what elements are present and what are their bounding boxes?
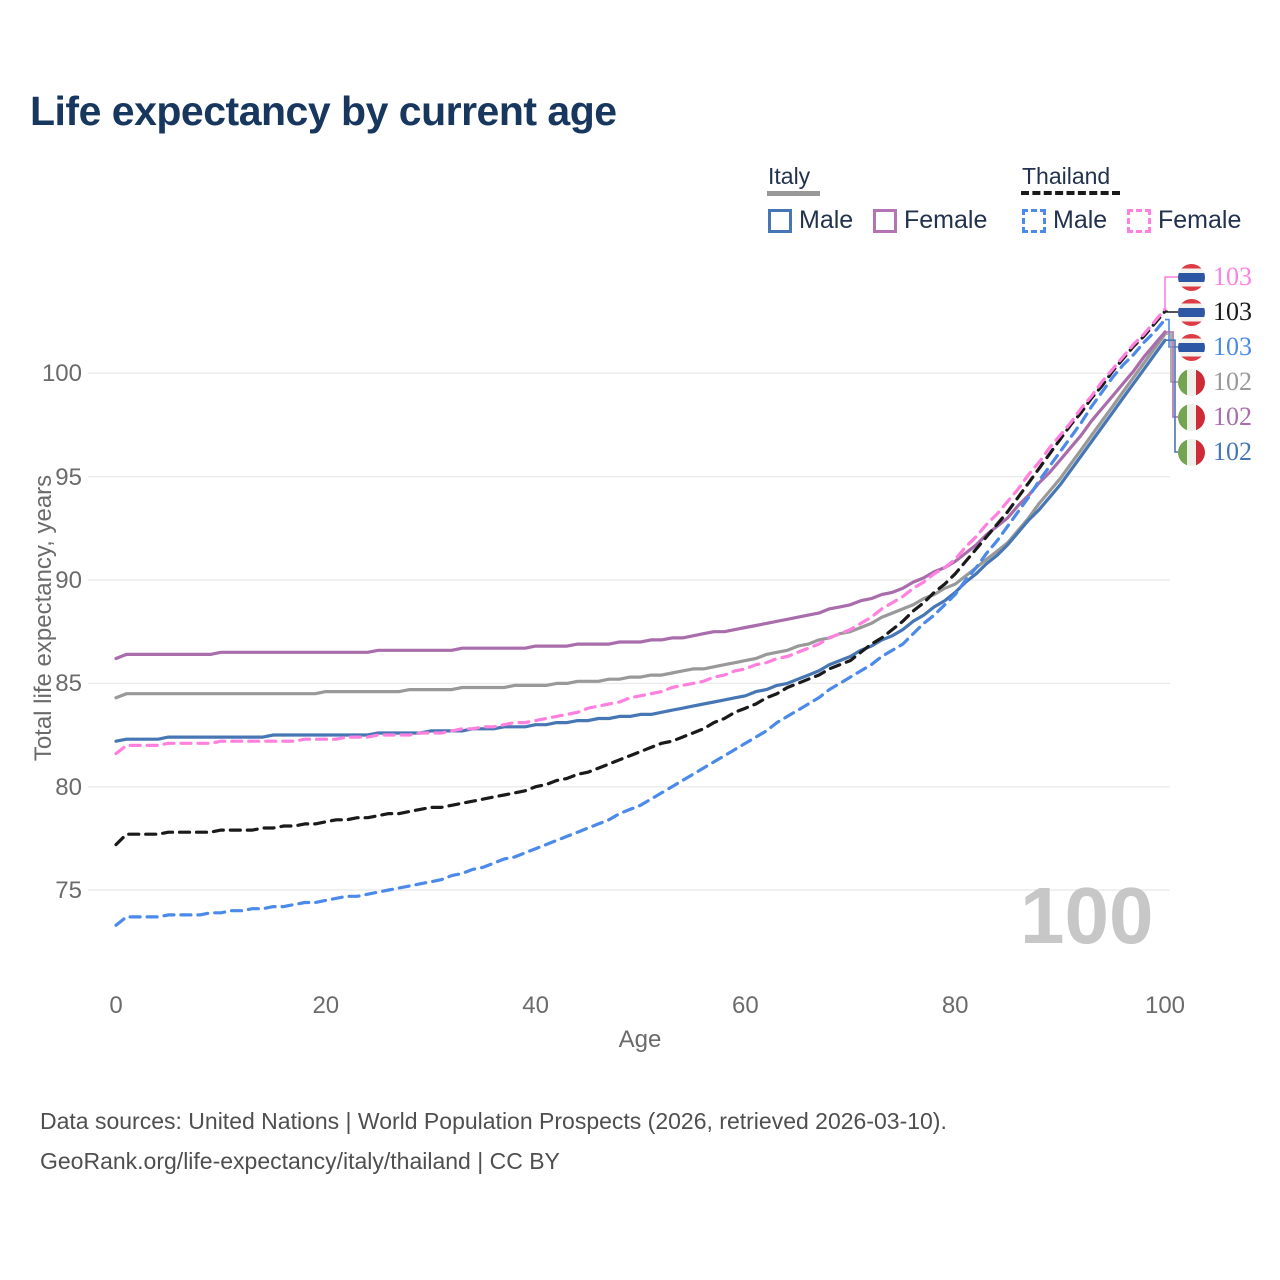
legend-item-label: Female [1158,206,1242,234]
legend-country-italy[interactable]: Italy [768,163,811,189]
x-tick-80: 80 [941,992,969,1019]
series-line-italy_male [114,338,1167,743]
series-line-italy_female [114,330,1167,661]
italy-flag-icon [1178,438,1205,466]
legend-item-thailand-female[interactable]: Female [1127,206,1241,235]
legend-country-underline-italy [767,191,820,196]
series-line-thailand_male [114,318,1167,927]
x-tick-40: 40 [522,992,549,1019]
y-tick-75: 75 [55,877,82,905]
y-tick-80: 80 [55,773,82,801]
end-value-italy_male: 102 [1213,437,1252,466]
y-axis-title: Total life expectancy, years [30,474,57,762]
x-tick-0: 0 [109,992,123,1019]
leader-line-italy_male [1165,339,1178,453]
end-value-italy_female: 102 [1213,402,1252,431]
x-axis-title: Age [618,1026,662,1053]
thailand-flag-icon [1178,333,1205,361]
x-tick-100: 100 [1144,992,1186,1019]
end-value-italy_both: 102 [1213,367,1252,396]
attribution-text: GeoRank.org/life-expectancy/italy/thaila… [40,1148,560,1174]
leader-line-italy_both [1165,333,1178,383]
page-title: Life expectancy by current age [30,88,617,134]
thailand-flag-icon [1178,298,1205,326]
legend-swatch-icon[interactable] [768,208,792,233]
series-line-thailand_both [114,309,1167,847]
end-value-thailand_male: 103 [1213,332,1252,361]
italy-flag-icon [1178,368,1205,396]
leader-line-thailand_female [1164,276,1178,310]
series-line-italy_both [114,332,1167,700]
italy-flag-icon [1178,403,1205,431]
legend-item-italy-male[interactable]: Male [768,206,853,235]
x-tick-60: 60 [732,992,759,1019]
x-tick-20: 20 [312,992,340,1019]
legend-swatch-icon[interactable] [1127,208,1151,233]
legend-item-label: Male [799,206,854,234]
thailand-flag-icon [1178,263,1205,291]
series-line-thailand_female [114,307,1167,756]
y-tick-100: 100 [41,360,82,388]
y-tick-90: 90 [55,567,82,594]
legend-swatch-icon[interactable] [873,208,897,233]
age-counter-watermark: 100 [1020,871,1154,960]
end-value-thailand_both: 103 [1213,297,1252,326]
data-sources-text: Data sources: United Nations | World Pop… [40,1108,947,1134]
legend-item-italy-female[interactable]: Female [873,206,987,235]
leader-line-thailand_both [1165,310,1178,313]
legend-country-thailand[interactable]: Thailand [1022,163,1111,189]
legend-country-underline-thailand [1021,191,1120,195]
y-tick-85: 85 [55,670,82,698]
legend-item-label: Male [1053,206,1108,234]
y-tick-95: 95 [55,463,82,491]
legend-item-label: Female [904,206,988,234]
end-value-thailand_female: 103 [1213,262,1252,291]
legend-swatch-icon[interactable] [1022,208,1046,233]
legend-item-thailand-male[interactable]: Male [1022,206,1107,235]
